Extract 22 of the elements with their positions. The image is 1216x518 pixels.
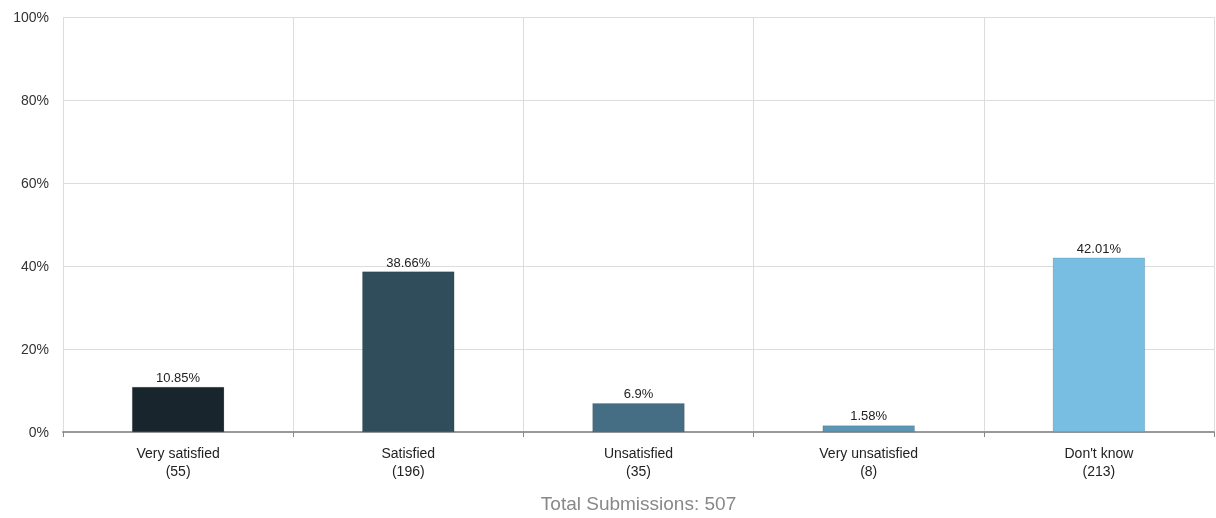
data-label: 6.9%	[623, 386, 654, 402]
y-tick-label: 0%	[28, 424, 49, 440]
data-label: 38.66%	[386, 254, 431, 270]
x-tick-label: Very unsatisfied (8)	[819, 445, 919, 479]
y-tick-label: 40%	[20, 258, 49, 274]
bar	[132, 386, 225, 432]
data-label: 42.01%	[1076, 240, 1122, 256]
x-tick-label: Very satisfied (55)	[136, 445, 220, 479]
data-label: 10.85%	[156, 369, 201, 385]
x-tick-label: Unsatisfied (35)	[603, 445, 674, 479]
x-tick-label: Satisfied (196)	[381, 445, 436, 479]
y-tick-label: 100%	[13, 9, 49, 25]
bar	[1052, 257, 1145, 432]
x-axis-title: Total Submissions: 507	[540, 493, 737, 514]
x-tick-label: Don't know (213)	[1064, 445, 1135, 479]
bar	[822, 425, 915, 432]
y-tick-label: 20%	[20, 341, 49, 357]
bar	[592, 403, 685, 432]
data-label: 1.58%	[850, 408, 888, 424]
y-tick-label: 80%	[20, 92, 49, 108]
y-tick-label: 60%	[20, 175, 49, 191]
bar	[362, 271, 455, 432]
